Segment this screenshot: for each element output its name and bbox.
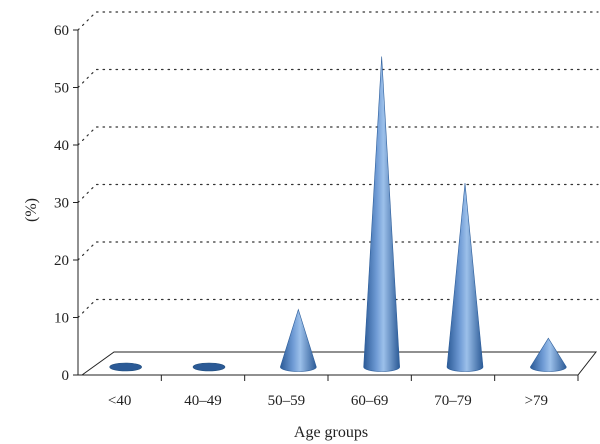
- x-tick-label: 60–69: [351, 393, 389, 409]
- gridlines: [77, 11, 599, 319]
- cone-marks: [109, 56, 567, 372]
- gridline: [77, 126, 599, 146]
- y-tick-label: 40: [54, 138, 69, 154]
- x-tick-label: <40: [108, 393, 131, 409]
- cone-body: [446, 182, 484, 372]
- cone-body: [280, 308, 317, 372]
- x-tick-label: 70–79: [434, 393, 472, 409]
- y-tick-label: 10: [54, 311, 69, 327]
- y-tick-label: 60: [54, 23, 69, 39]
- cone-mark: [192, 362, 226, 372]
- x-tick-label: 40–49: [184, 393, 222, 409]
- y-tick-label: 0: [62, 368, 70, 384]
- cone-mark: [109, 362, 142, 372]
- chart-floor: [80, 351, 598, 376]
- cone-mark: [446, 182, 484, 372]
- gridline: [77, 241, 599, 261]
- y-axis-title: (%): [23, 198, 40, 222]
- cone-body: [530, 337, 567, 372]
- x-tick-label: >79: [525, 393, 548, 409]
- axes: [73, 29, 579, 381]
- cone-body: [363, 56, 400, 372]
- y-tick-label: 50: [54, 81, 69, 97]
- x-tick-label: 50–59: [268, 393, 306, 409]
- x-axis-title: Age groups: [294, 424, 368, 441]
- y-tick-label: 30: [54, 196, 69, 212]
- cone-mark: [530, 337, 567, 372]
- cone-mark: [280, 308, 317, 372]
- gridline: [77, 183, 599, 204]
- gridline: [77, 68, 599, 89]
- y-tick-label: 20: [54, 253, 69, 269]
- cone-mark: [363, 56, 400, 372]
- gridline: [77, 298, 599, 319]
- floor-plane: [80, 351, 598, 376]
- tick-labels: 0 10 20 30 40 50 60 <40 40–49 50–59 60–69 70–79 >79: [54, 23, 548, 409]
- gridline: [77, 11, 599, 31]
